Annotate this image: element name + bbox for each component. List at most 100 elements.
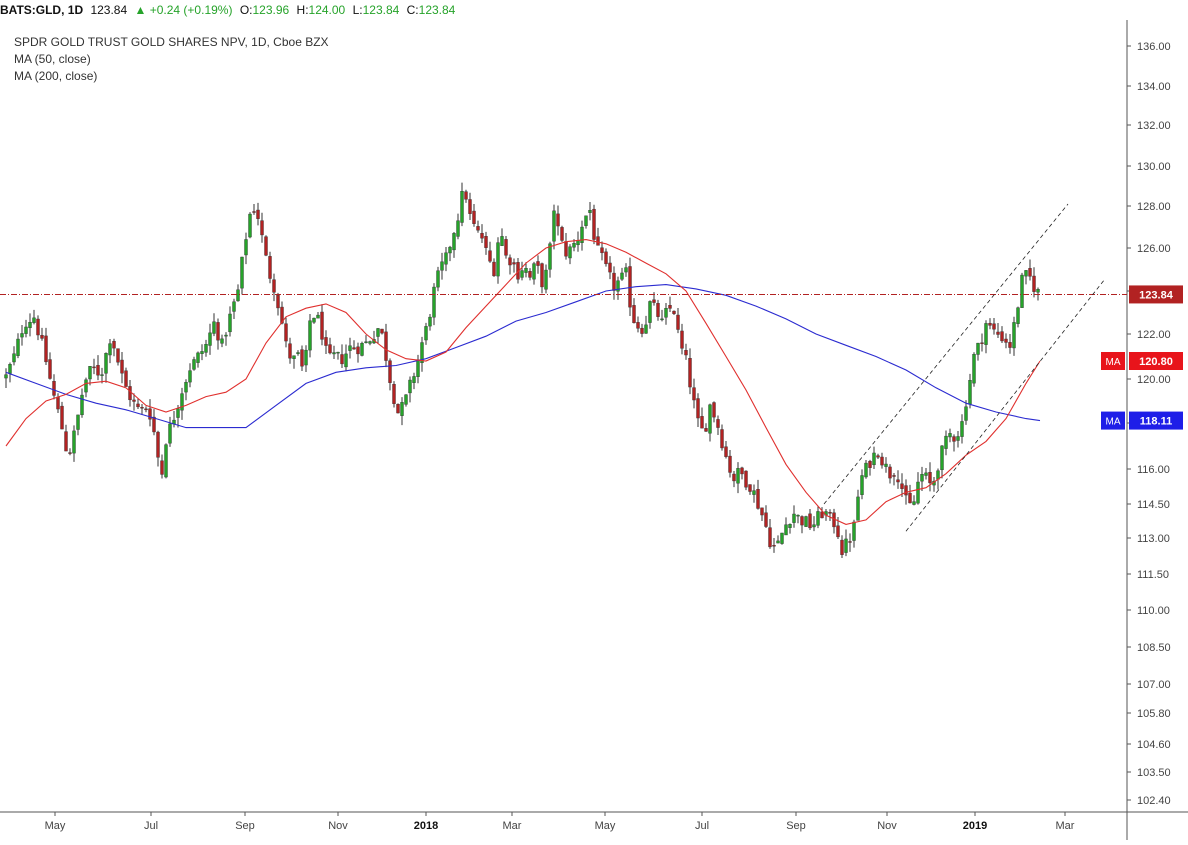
- candle: [216, 318, 220, 350]
- candle: [788, 523, 792, 534]
- candle: [800, 515, 804, 534]
- candle: [228, 306, 232, 337]
- candle: [756, 479, 760, 510]
- price-chart[interactable]: 136.00134.00132.00130.00128.00126.00124.…: [0, 20, 1188, 840]
- candle: [868, 459, 872, 476]
- candle: [324, 330, 328, 354]
- candle: [660, 309, 664, 322]
- candle: [44, 327, 48, 365]
- time-axis[interactable]: May Jul Sep Nov 2018 Mar May Jul Sep Nov 2019 Mar: [45, 812, 1075, 832]
- candle: [636, 316, 640, 333]
- time-tick-label: Mar: [1056, 820, 1075, 832]
- candle: [684, 343, 688, 360]
- candle: [552, 204, 556, 250]
- candle: [72, 425, 76, 462]
- candle: [928, 462, 932, 492]
- candle: [180, 387, 184, 420]
- time-tick-label: Jul: [144, 820, 158, 832]
- candle: [52, 374, 56, 400]
- candle: [828, 509, 832, 521]
- candle: [744, 470, 748, 491]
- svg-text:118.11: 118.11: [1140, 416, 1172, 428]
- legend-title[interactable]: SPDR GOLD TRUST GOLD SHARES NPV, 1D, Cbo…: [14, 35, 329, 49]
- candle: [472, 203, 476, 227]
- legend-ma50[interactable]: MA (50, close): [14, 52, 91, 66]
- candle: [960, 414, 964, 444]
- legend-ma200[interactable]: MA (200, close): [14, 69, 98, 83]
- candle: [192, 356, 196, 371]
- candle: [984, 320, 988, 354]
- candlestick-series: [4, 182, 1040, 558]
- candle: [672, 310, 676, 316]
- candle: [308, 313, 312, 358]
- candle: [700, 407, 704, 429]
- candle: [964, 400, 968, 425]
- candle: [896, 470, 900, 489]
- candle: [624, 263, 628, 277]
- candle: [528, 268, 532, 281]
- candle: [920, 466, 924, 492]
- candle: [452, 231, 456, 258]
- candle: [876, 453, 880, 460]
- time-tick-label: Jul: [695, 820, 709, 832]
- price-axis[interactable]: 136.00134.00132.00130.00128.00126.00124.…: [1127, 41, 1171, 807]
- candle: [236, 284, 240, 302]
- candle: [680, 323, 684, 355]
- candle: [336, 351, 340, 360]
- candle: [184, 379, 188, 401]
- candle: [492, 258, 496, 277]
- candle: [940, 445, 944, 479]
- candle: [220, 334, 224, 348]
- candle: [136, 398, 140, 409]
- candle: [796, 514, 800, 524]
- candle: [268, 251, 272, 284]
- open-value: 123.96: [252, 3, 290, 17]
- candle: [380, 328, 384, 335]
- symbol-label[interactable]: BATS:GLD, 1D: [0, 3, 84, 17]
- ma50-line: [5, 239, 1041, 525]
- candle: [296, 350, 300, 356]
- price-tick-label: 111.50: [1137, 569, 1169, 581]
- candle: [208, 323, 212, 355]
- close-value: 123.84: [418, 3, 456, 17]
- candle: [488, 241, 492, 263]
- candle: [432, 283, 436, 326]
- time-tick-label: May: [45, 820, 66, 832]
- candle: [1028, 259, 1032, 281]
- candle: [436, 266, 440, 292]
- candle: [560, 225, 564, 242]
- candle: [856, 489, 860, 521]
- chart-area[interactable]: 136.00134.00132.00130.00128.00126.00124.…: [0, 20, 1188, 840]
- candle: [616, 276, 620, 300]
- candle: [376, 327, 380, 344]
- price-tick-label: 120.00: [1137, 374, 1171, 386]
- price-change: +0.24 (+0.19%): [149, 3, 233, 17]
- candle: [1012, 316, 1016, 356]
- candle: [316, 311, 320, 319]
- price-tick-label: 113.00: [1137, 533, 1170, 545]
- candle: [484, 231, 488, 255]
- candle: [312, 317, 316, 324]
- candle: [772, 538, 776, 553]
- candle: [24, 319, 28, 338]
- low-label: L:: [352, 3, 363, 17]
- candle: [124, 367, 128, 387]
- candle: [20, 325, 24, 346]
- candle: [620, 267, 624, 281]
- candle: [656, 299, 660, 321]
- price-tick-label: 136.00: [1137, 41, 1171, 53]
- candle: [884, 457, 888, 473]
- chart-frame: [0, 20, 1188, 840]
- candle: [248, 212, 252, 239]
- candle: [696, 393, 700, 428]
- candle: [264, 235, 268, 257]
- candle: [764, 505, 768, 528]
- trend-line-lower: [905, 280, 1105, 532]
- candle: [1008, 333, 1012, 354]
- candle: [60, 401, 64, 430]
- candle: [640, 323, 644, 338]
- candle: [644, 315, 648, 334]
- candle: [240, 256, 244, 295]
- price-tick-label: 126.00: [1137, 243, 1171, 255]
- candle: [804, 515, 808, 527]
